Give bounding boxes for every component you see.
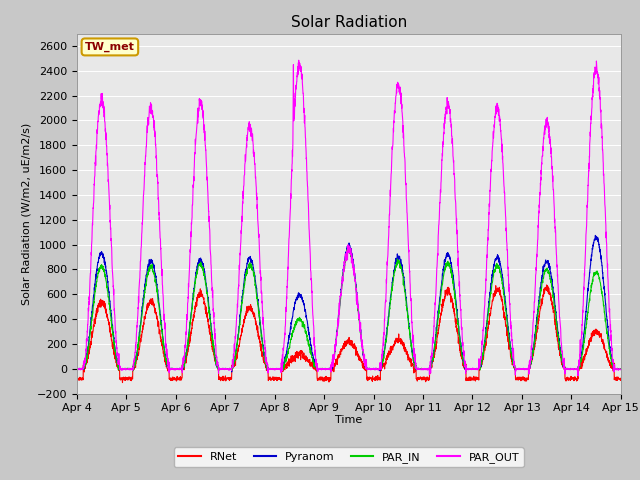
Line: RNet: RNet	[77, 285, 621, 383]
Line: Pyranom: Pyranom	[77, 235, 621, 372]
PAR_OUT	[441, 115, 449, 120]
Y-axis label: Solar Radiation (W/m2, uE/m2/s): Solar Radiation (W/m2, uE/m2/s)	[21, 122, 31, 305]
Pyranom	[228, 369, 236, 375]
PAR_IN	[373, 366, 381, 372]
PAR_IN	[107, 311, 115, 317]
RNet	[543, 282, 550, 288]
Pyranom	[461, 366, 468, 372]
PAR_IN	[617, 366, 625, 372]
Pyranom	[617, 366, 625, 372]
PAR_OUT	[354, 301, 362, 307]
PAR_OUT	[373, 366, 381, 372]
PAR_OUT	[617, 366, 625, 372]
PAR_OUT	[574, 372, 582, 378]
Line: PAR_OUT: PAR_OUT	[77, 60, 621, 375]
PAR_IN	[73, 366, 81, 372]
Pyranom	[373, 366, 381, 372]
Pyranom	[591, 232, 599, 238]
RNet	[441, 294, 449, 300]
Pyranom	[107, 306, 115, 312]
RNet	[617, 376, 625, 382]
PAR_OUT	[609, 358, 616, 364]
PAR_OUT	[107, 227, 115, 232]
Pyranom	[609, 361, 616, 367]
Title: Solar Radiation: Solar Radiation	[291, 15, 407, 30]
X-axis label: Time: Time	[335, 415, 362, 425]
PAR_IN	[354, 302, 362, 308]
RNet	[73, 375, 81, 381]
PAR_IN	[441, 269, 449, 275]
PAR_OUT	[73, 367, 81, 372]
Pyranom	[441, 261, 449, 267]
Line: PAR_IN: PAR_IN	[77, 249, 621, 372]
Pyranom	[354, 300, 362, 306]
RNet	[118, 380, 126, 385]
Pyranom	[73, 366, 81, 372]
PAR_IN	[461, 361, 468, 367]
PAR_OUT	[461, 358, 468, 363]
RNet	[609, 366, 616, 372]
PAR_OUT	[295, 57, 303, 63]
PAR_IN	[462, 369, 470, 374]
Text: TW_met: TW_met	[85, 42, 135, 52]
RNet	[373, 377, 381, 383]
RNet	[107, 331, 115, 337]
Legend: RNet, Pyranom, PAR_IN, PAR_OUT: RNet, Pyranom, PAR_IN, PAR_OUT	[174, 447, 524, 467]
RNet	[461, 361, 468, 367]
PAR_IN	[609, 362, 616, 368]
RNet	[354, 351, 362, 357]
PAR_IN	[344, 246, 351, 252]
